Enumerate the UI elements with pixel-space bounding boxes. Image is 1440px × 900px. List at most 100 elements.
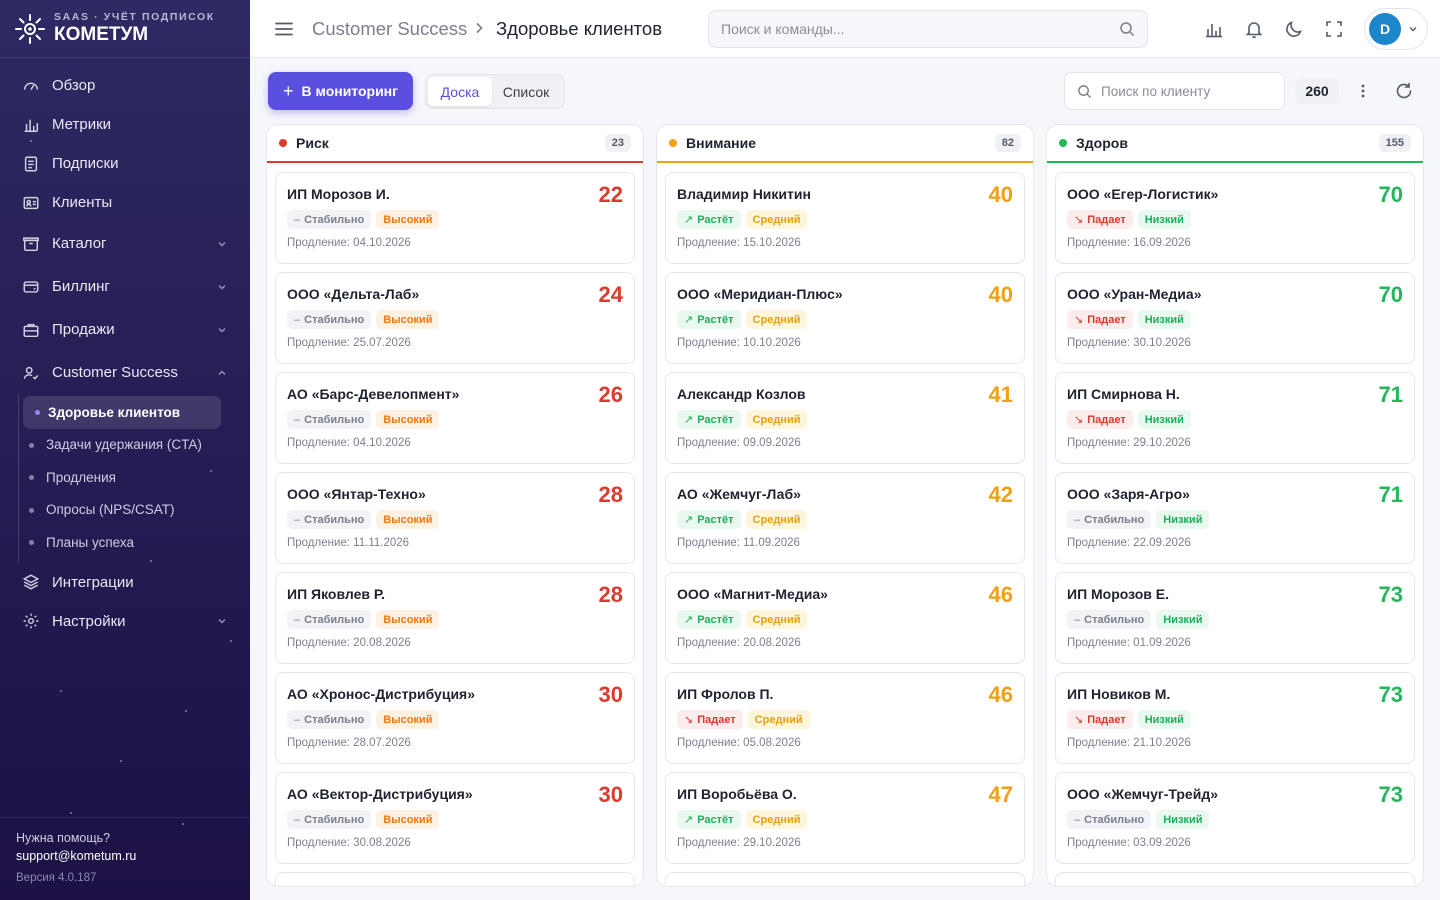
search-icon[interactable] <box>1119 21 1135 37</box>
total-count-badge: 260 <box>1295 78 1339 104</box>
renewal-date: Продление: 09.09.2026 <box>677 437 801 449</box>
trend-label: Падает <box>1087 313 1126 326</box>
risk-level-badge: Высокий <box>376 710 440 729</box>
health-score: 73 <box>1378 582 1403 607</box>
trend-down-icon: ↘ <box>1074 714 1084 726</box>
client-name: ИП Морозов И. <box>287 186 390 202</box>
chevron-down-icon <box>218 284 226 289</box>
user-menu[interactable]: D <box>1364 8 1428 50</box>
client-card[interactable]: АО «Жемчуг-Лаб» 42 ↗ Растёт Средний Продление… <box>665 472 1025 564</box>
client-card[interactable]: ИП Новиков М. 73 ↘ Падает Низкий Продление: 2… <box>1055 672 1415 764</box>
client-card[interactable]: ИП Фролов П. 46 ↘ Падает Средний Продление: 0… <box>665 672 1025 764</box>
add-to-monitoring-button[interactable]: + В мониторинг <box>268 72 413 110</box>
sidebar-item-integrations[interactable]: Интеграции <box>0 563 250 602</box>
client-card[interactable]: ООО «Меридиан-Плюс» 40 ↗ Растёт Средний Продл… <box>665 272 1025 364</box>
column-header: Внимание 82 <box>657 125 1033 163</box>
client-card[interactable]: АО «Барс-Девелопмент» 26– Стабильно Высокий… <box>275 372 635 464</box>
renewal-date: Продление: 11.09.2026 <box>677 537 800 549</box>
breadcrumb-parent[interactable]: Customer Success <box>312 18 468 39</box>
risk-level-badge: Высокий <box>376 510 440 529</box>
sidebar-item-metrics[interactable]: Метрики <box>0 105 250 144</box>
trend-flat-icon: – <box>1074 613 1081 626</box>
gear-icon <box>23 613 39 629</box>
client-card[interactable]: Александр Козлов 41 ↗ Растёт Средний Продлени… <box>665 372 1025 464</box>
renewal-date: Продление: 20.08.2026 <box>677 637 801 649</box>
sidebar-item-catalog[interactable]: Каталог <box>0 222 250 265</box>
client-search-input[interactable] <box>1101 73 1279 109</box>
sidebar-item-customer-success[interactable]: Customer Success <box>0 351 250 394</box>
column-title: Внимание <box>686 135 756 151</box>
client-card-partial[interactable] <box>665 872 1025 886</box>
renewal-date: Продление: 16.09.2026 <box>1067 237 1191 249</box>
client-name: ООО «Дельта-Лаб» <box>287 286 420 302</box>
trend-label: Стабильно <box>1084 813 1145 826</box>
health-score: 73 <box>1378 782 1403 807</box>
support-email-link[interactable]: support@kometum.ru <box>16 849 137 863</box>
box-icon <box>23 236 39 251</box>
client-card[interactable]: ООО «Уран-Медиа» 70 ↘ Падает Низкий Продление… <box>1055 272 1415 364</box>
trend-badge: – Стабильно <box>287 810 372 829</box>
renewal-date: Продление: 03.09.2026 <box>1067 837 1191 849</box>
client-card[interactable]: ИП Смирнова Н. 71 ↘ Падает Низкий Продление: … <box>1055 372 1415 464</box>
submenu-item-client-health[interactable]: Здоровье клиентов <box>23 396 221 429</box>
sidebar-item-label: Метрики <box>52 116 112 133</box>
chevron-down-icon <box>218 619 226 624</box>
submenu-item-renewals[interactable]: Продления <box>29 461 240 494</box>
document-icon <box>24 156 38 171</box>
sidebar-item-settings[interactable]: Настройки <box>0 602 250 641</box>
client-card[interactable]: ООО «Магнит-Медиа» 46 ↗ Растёт Средний Продле… <box>665 572 1025 664</box>
trend-label: Растёт <box>697 413 734 426</box>
renewal-date: Продление: 21.10.2026 <box>1067 737 1191 749</box>
menu-icon[interactable] <box>274 19 294 39</box>
client-card-partial[interactable] <box>275 872 635 886</box>
moon-icon[interactable] <box>1284 19 1304 39</box>
submenu-item-retention-tasks[interactable]: Задачи удержания (CTA) <box>29 429 240 462</box>
client-name: АО «Барс-Девелопмент» <box>287 386 460 402</box>
view-board-tab[interactable]: Доска <box>428 77 492 106</box>
column-healthy: Здоров 155 ООО «Егер-Логистик» 70 ↘ Падает Низ… <box>1046 124 1424 887</box>
client-card[interactable]: ООО «Егер-Логистик» 70 ↘ Падает Низкий Продле… <box>1055 172 1415 264</box>
refresh-icon[interactable] <box>1394 81 1414 101</box>
health-score: 46 <box>988 682 1013 707</box>
sidebar-item-overview[interactable]: Обзор <box>0 66 250 105</box>
trend-badge: ↘ Падает <box>1067 310 1133 329</box>
sidebar: SAAS · УЧЁТ ПОДПИСОК КОМЕТУМ Обзор Метри… <box>0 0 250 900</box>
trend-up-icon: ↗ <box>684 614 694 626</box>
view-list-tab[interactable]: Список <box>502 83 550 100</box>
client-card[interactable]: АО «Хронос-Дистрибуция» 30– Стабильно Высок… <box>275 672 635 764</box>
client-card[interactable]: АО «Вектор-Дистрибуция» 30– Стабильно Высок… <box>275 772 635 864</box>
sidebar-footer: Нужна помощь? support@kometum.ru Версия … <box>0 817 250 900</box>
brand[interactable]: SAAS · УЧЁТ ПОДПИСОК КОМЕТУМ <box>0 0 250 58</box>
global-search-input[interactable] <box>709 11 1109 47</box>
card-badges: – Стабильно Высокий <box>287 710 444 729</box>
client-card-partial[interactable] <box>1055 872 1415 886</box>
trend-badge: ↘ Падает <box>1067 710 1133 729</box>
client-card[interactable]: ИП Морозов Е. 73– Стабильно Низкий Продление… <box>1055 572 1415 664</box>
client-card[interactable]: ИП Морозов И. 22– Стабильно Высокий Продлени… <box>275 172 635 264</box>
trend-label: Падает <box>1087 413 1126 426</box>
sidebar-item-label: Каталог <box>52 235 107 252</box>
client-card[interactable]: ООО «Дельта-Лаб» 24– Стабильно Высокий Продл… <box>275 272 635 364</box>
client-card[interactable]: ООО «Жемчуг-Трейд» 73– Стабильно Низкий Прод… <box>1055 772 1415 864</box>
client-card[interactable]: ООО «Янтар-Техно» 28– Стабильно Высокий Прод… <box>275 472 635 564</box>
client-card[interactable]: ООО «Заря-Агро» 71– Стабильно Низкий Продлен… <box>1055 472 1415 564</box>
trend-label: Стабильно <box>304 413 365 426</box>
health-score: 71 <box>1378 382 1403 407</box>
more-vertical-icon[interactable] <box>1354 82 1372 100</box>
submenu-item-surveys[interactable]: Опросы (NPS/CSAT) <box>29 494 240 527</box>
fullscreen-icon[interactable] <box>1324 19 1344 39</box>
column-title: Здоров <box>1076 135 1128 151</box>
sidebar-item-clients[interactable]: Клиенты <box>0 183 250 222</box>
bar-chart-icon[interactable] <box>1204 19 1224 39</box>
sidebar-item-billing[interactable]: Биллинг <box>0 265 250 308</box>
card-badges: ↗ Растёт Средний <box>677 210 812 229</box>
submenu-item-label: Продления <box>46 469 116 485</box>
submenu-item-success-plans[interactable]: Планы успеха <box>29 526 240 559</box>
risk-level-badge: Средний <box>745 810 808 829</box>
client-card[interactable]: Владимир Никитин 40 ↗ Растёт Средний Продлени… <box>665 172 1025 264</box>
sidebar-item-sales[interactable]: Продажи <box>0 308 250 351</box>
client-card[interactable]: ИП Воробьёва О. 47 ↗ Растёт Средний Продление… <box>665 772 1025 864</box>
bell-icon[interactable] <box>1244 19 1264 39</box>
sidebar-item-subscriptions[interactable]: Подписки <box>0 144 250 183</box>
client-card[interactable]: ИП Яковлев Р. 28– Стабильно Высокий Продлени… <box>275 572 635 664</box>
